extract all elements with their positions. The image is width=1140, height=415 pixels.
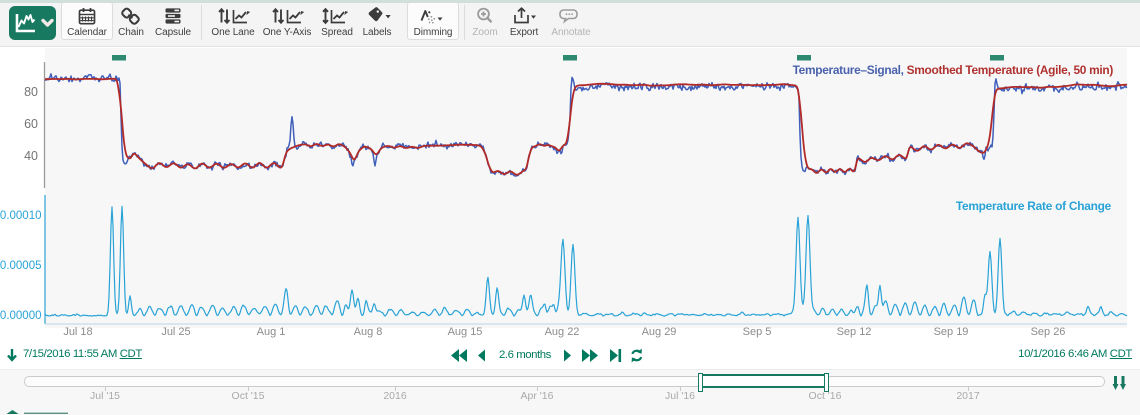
- svg-text:Temperature–Signal, Smoothed T: Temperature–Signal, Smoothed Temperature…: [793, 63, 1114, 77]
- svg-text:Aug 15: Aug 15: [448, 326, 483, 338]
- svg-text:Aug 8: Aug 8: [354, 326, 383, 338]
- svg-text:Sep 26: Sep 26: [1031, 326, 1066, 338]
- svg-text:80: 80: [24, 85, 38, 99]
- svg-text:Aug 29: Aug 29: [642, 326, 677, 338]
- svg-text:0.00010: 0.00010: [0, 210, 42, 222]
- svg-text:60: 60: [24, 117, 38, 131]
- svg-text:Temperature Rate of Change: Temperature Rate of Change: [956, 199, 1112, 213]
- svg-text:0.00005: 0.00005: [0, 260, 42, 272]
- svg-text:40: 40: [24, 149, 38, 163]
- svg-text:Jul 18: Jul 18: [63, 326, 92, 338]
- svg-text:Sep 19: Sep 19: [934, 326, 969, 338]
- svg-text:Sep 12: Sep 12: [837, 326, 872, 338]
- svg-text:Sep 5: Sep 5: [743, 326, 772, 338]
- svg-text:Aug 22: Aug 22: [545, 326, 580, 338]
- svg-text:0.00000: 0.00000: [0, 310, 42, 322]
- svg-text:Aug 1: Aug 1: [257, 326, 286, 338]
- svg-text:Jul 25: Jul 25: [161, 326, 190, 338]
